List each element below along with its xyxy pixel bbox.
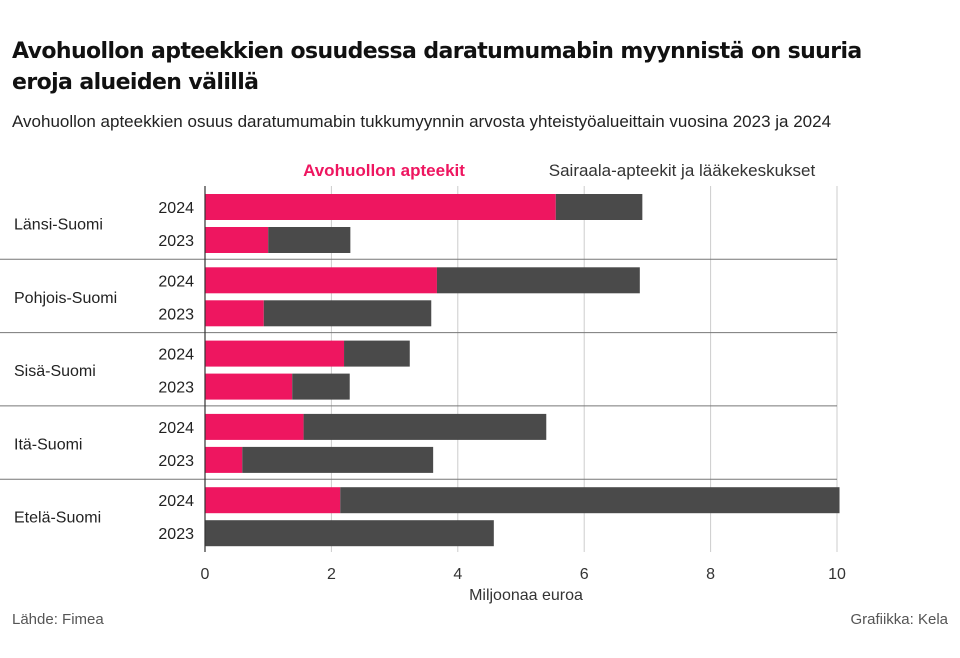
bar-segment-avohuolto	[205, 413, 304, 440]
x-axis-ticks: 0 2 4 6 8 10	[201, 566, 846, 583]
x-tick-label: 2	[327, 566, 336, 583]
year-label: 2024	[158, 420, 194, 437]
year-label: 2024	[158, 273, 194, 290]
year-label: 2024	[158, 347, 194, 364]
x-axis-label: Miljoonaa euroa	[469, 587, 583, 604]
graphic-credit: Grafiikka: Kela	[850, 611, 948, 628]
bar-segment-sairaala	[205, 520, 494, 547]
bar-segment-avohuolto	[205, 267, 437, 294]
bar-segment-avohuolto	[205, 194, 556, 220]
region-label: Etelä-Suomi	[14, 510, 101, 527]
category-labels: Länsi-Suomi 2024 2023 Pohjois-Suomi 2024 2023…	[14, 200, 194, 543]
region-label: Itä-Suomi	[14, 436, 82, 453]
legend: Avohuollon apteekit Sairaala-apteekit ja …	[303, 161, 815, 180]
bar-segment-sairaala	[555, 194, 643, 220]
group-separators	[0, 258, 837, 480]
year-label: 2023	[158, 526, 194, 543]
bar-segment-avohuolto	[205, 373, 293, 400]
year-label: 2023	[158, 233, 194, 250]
bar-segment-sairaala	[292, 373, 350, 400]
bar-segment-sairaala	[268, 227, 351, 253]
region-label: Länsi-Suomi	[14, 217, 103, 234]
bar-segment-avohuolto	[205, 340, 345, 367]
year-label: 2023	[158, 306, 194, 323]
x-tick-label: 10	[828, 566, 846, 583]
bar-segment-avohuolto	[205, 487, 341, 514]
bar-segment-sairaala	[242, 446, 434, 473]
legend-sairaala: Sairaala-apteekit ja lääkekeskukset	[549, 161, 816, 180]
bar-segment-avohuolto	[205, 300, 264, 327]
x-tick-label: 8	[706, 566, 715, 583]
bar-segment-sairaala	[263, 300, 432, 327]
source-note: Lähde: Fimea	[12, 611, 104, 628]
bar-segment-sairaala	[340, 487, 840, 514]
x-tick-label: 0	[201, 566, 210, 583]
chart-subtitle: Avohuollon apteekkien osuus daratumumabi…	[12, 112, 832, 131]
year-label: 2023	[158, 453, 194, 470]
chart-title: Avohuollon apteekkien osuudessa daratumu…	[12, 39, 862, 95]
bar-segment-sairaala	[436, 267, 640, 294]
bar-segment-sairaala	[303, 413, 547, 440]
year-label: 2023	[158, 380, 194, 397]
legend-avohuolto: Avohuollon apteekit	[303, 161, 465, 180]
bar-segment-avohuolto	[205, 227, 269, 253]
year-label: 2024	[158, 200, 194, 217]
region-label: Sisä-Suomi	[14, 363, 96, 380]
bars	[205, 194, 840, 547]
region-label: Pohjois-Suomi	[14, 290, 117, 307]
year-label: 2024	[158, 493, 194, 510]
bar-segment-sairaala	[344, 340, 410, 367]
x-tick-label: 6	[580, 566, 589, 583]
x-tick-label: 4	[453, 566, 462, 583]
bar-segment-avohuolto	[205, 446, 243, 473]
